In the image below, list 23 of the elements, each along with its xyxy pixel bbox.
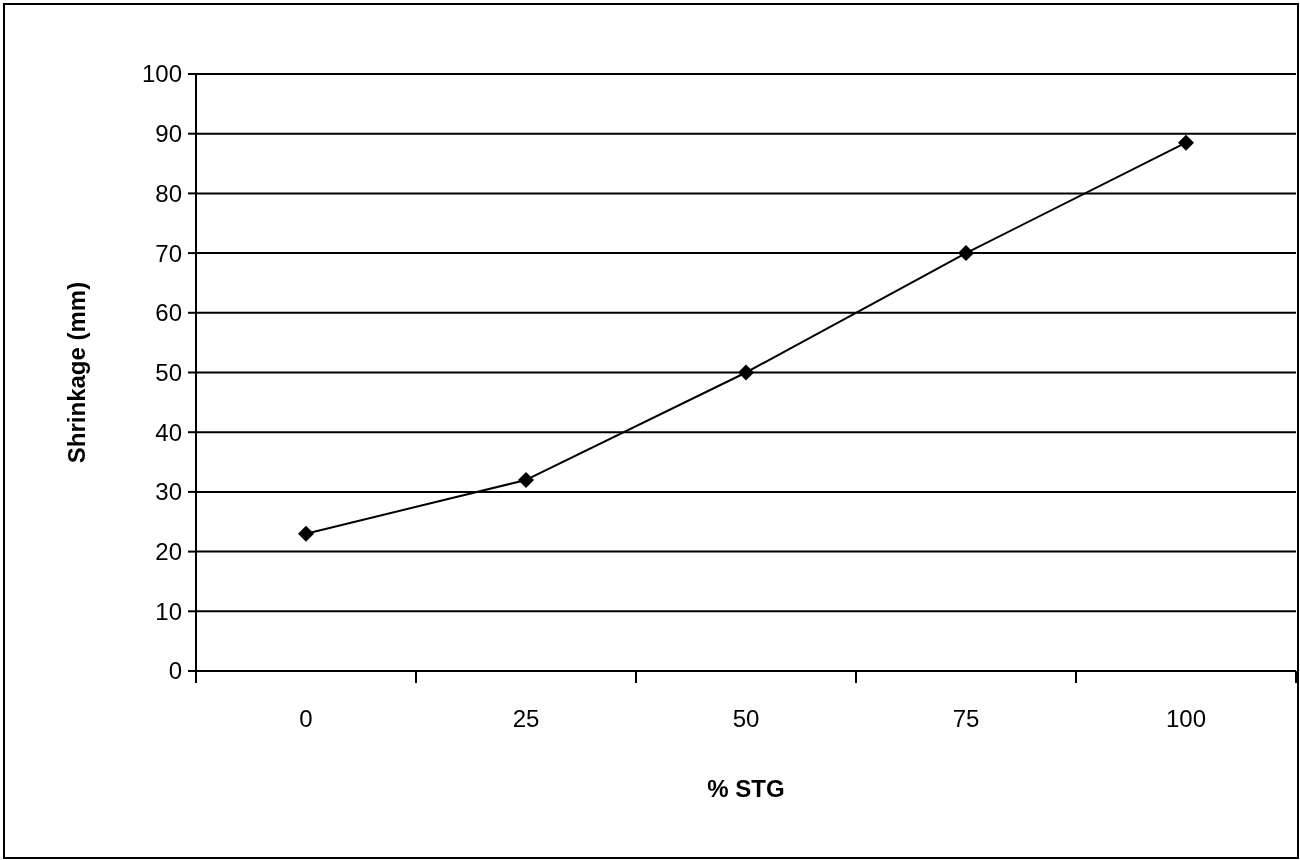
y-tick-label: 40 — [155, 418, 182, 446]
point — [298, 525, 314, 542]
y-tick-label: 30 — [155, 478, 182, 506]
y-tick-label: 50 — [155, 358, 182, 386]
x-tick-label: 50 — [732, 705, 760, 732]
y-tick-label: 0 — [168, 657, 182, 685]
y-tick-label: 20 — [155, 538, 182, 565]
x-tick-label: 0 — [299, 705, 313, 732]
y-tick-label: 10 — [155, 597, 182, 625]
y-tick-label: 60 — [155, 299, 182, 327]
y-axis-title: Shrinkage (mm) — [63, 281, 90, 464]
y-tick-label: 80 — [155, 179, 182, 207]
x-tick-label: 25 — [512, 705, 540, 732]
y-tick-label: 90 — [155, 120, 182, 148]
y-tick-label: 100 — [141, 60, 182, 88]
y-tick-label: 70 — [155, 239, 182, 267]
point — [1178, 134, 1194, 151]
point — [738, 364, 754, 381]
point — [518, 471, 534, 488]
point — [958, 245, 974, 262]
x-axis-title: % STG — [707, 775, 785, 802]
x-tick-label: 75 — [952, 705, 980, 732]
x-tick-label: 100 — [1165, 705, 1207, 732]
